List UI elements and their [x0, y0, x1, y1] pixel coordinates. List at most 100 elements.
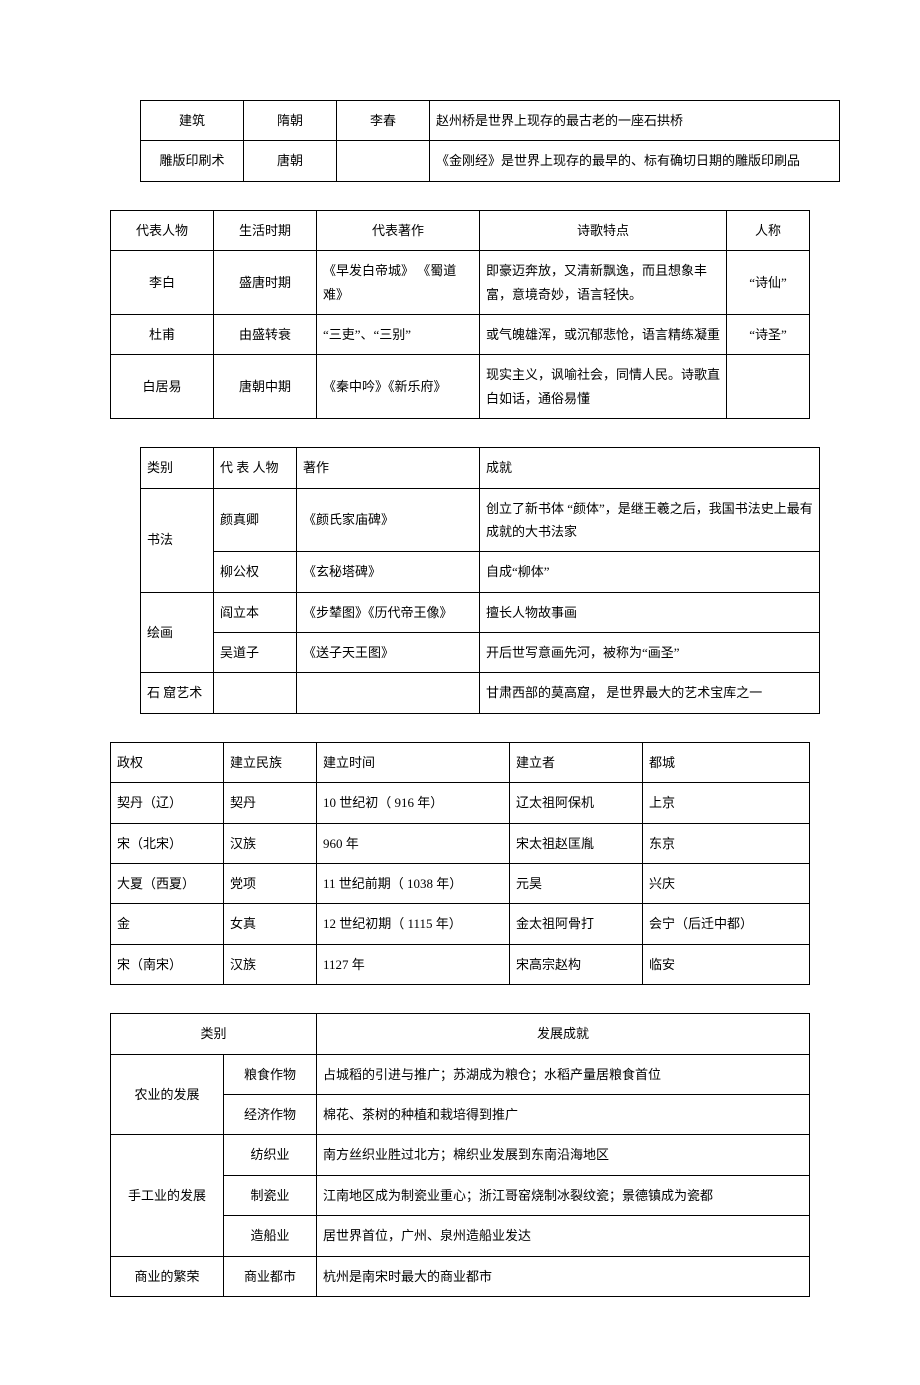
category-cell: 石 窟艺术 — [141, 673, 214, 713]
cell — [337, 141, 430, 181]
cell: 上京 — [643, 783, 810, 823]
category-cell: 绘画 — [141, 592, 214, 673]
cell: 现实主义，讽喻社会，同情人民。诗歌直白如话，通俗易懂 — [480, 355, 727, 419]
cell: 兴庆 — [643, 864, 810, 904]
cell: 宋（北宋） — [111, 823, 224, 863]
cell: 棉花、茶树的种植和栽培得到推广 — [317, 1094, 810, 1134]
cell: 经济作物 — [224, 1094, 317, 1134]
header-cell: 政权 — [111, 742, 224, 782]
table-header-row: 政权 建立民族 建立时间 建立者 都城 — [111, 742, 810, 782]
cell: 商业都市 — [224, 1256, 317, 1296]
cell: 杭州是南宋时最大的商业都市 — [317, 1256, 810, 1296]
table-row: 白居易 唐朝中期 《秦中吟》《新乐府》 现实主义，讽喻社会，同情人民。诗歌直白如… — [111, 355, 810, 419]
category-cell: 手工业的发展 — [111, 1135, 224, 1256]
cell: 阎立本 — [214, 592, 297, 632]
header-cell: 著作 — [297, 448, 480, 488]
table-row: 吴道子 《送子天王图》 开后世写意画先河，被称为“画圣” — [141, 633, 820, 673]
table-row: 手工业的发展 纺织业 南方丝织业胜过北方；棉织业发展到东南沿海地区 — [111, 1135, 810, 1175]
header-cell: 建立时间 — [317, 742, 510, 782]
cell: 自成“柳体” — [480, 552, 820, 592]
header-cell: 发展成就 — [317, 1014, 810, 1054]
cell: 《步辇图》《历代帝王像》 — [297, 592, 480, 632]
header-cell: 都城 — [643, 742, 810, 782]
category-cell: 书法 — [141, 488, 214, 592]
header-cell: 诗歌特点 — [480, 210, 727, 250]
cell: 纺织业 — [224, 1135, 317, 1175]
table-row: 雕版印刷术 唐朝 《金刚经》是世界上现存的最早的、标有确切日期的雕版印刷品 — [141, 141, 840, 181]
cell: 居世界首位，广州、泉州造船业发达 — [317, 1216, 810, 1256]
category-cell: 商业的繁荣 — [111, 1256, 224, 1296]
cell: 唐朝 — [244, 141, 337, 181]
cell: 11 世纪前期（ 1038 年） — [317, 864, 510, 904]
cell: 会宁（后迁中都） — [643, 904, 810, 944]
cell: 辽太祖阿保机 — [510, 783, 643, 823]
cell: 李春 — [337, 101, 430, 141]
table-row: 石 窟艺术 甘肃西部的莫高窟， 是世界最大的艺术宝库之一 — [141, 673, 820, 713]
category-cell: 农业的发展 — [111, 1054, 224, 1135]
table-row: 契丹（辽）契丹10 世纪初（ 916 年）辽太祖阿保机上京 — [111, 783, 810, 823]
cell: 赵州桥是世界上现存的最古老的一座石拱桥 — [430, 101, 840, 141]
table-row: 李白 盛唐时期 《早发白帝城》 《蜀道难》 即豪迈奔放，又清新飘逸，而且想象丰富… — [111, 251, 810, 315]
cell: 江南地区成为制瓷业重心；浙江哥窑烧制冰裂纹瓷；景德镇成为瓷都 — [317, 1175, 810, 1215]
cell: 1127 年 — [317, 944, 510, 984]
cell: 契丹（辽） — [111, 783, 224, 823]
cell: “诗仙” — [727, 251, 810, 315]
cell: 宋太祖赵匡胤 — [510, 823, 643, 863]
cell: 《送子天王图》 — [297, 633, 480, 673]
cell: 宋高宗赵构 — [510, 944, 643, 984]
table-row: 建筑 隋朝 李春 赵州桥是世界上现存的最古老的一座石拱桥 — [141, 101, 840, 141]
cell: 建筑 — [141, 101, 244, 141]
cell: 女真 — [224, 904, 317, 944]
cell: 柳公权 — [214, 552, 297, 592]
cell: 契丹 — [224, 783, 317, 823]
poets-table: 代表人物 生活时期 代表著作 诗歌特点 人称 李白 盛唐时期 《早发白帝城》 《… — [110, 210, 810, 419]
cell: 《秦中吟》《新乐府》 — [317, 355, 480, 419]
cell: 吴道子 — [214, 633, 297, 673]
table-row: 金女真12 世纪初期（ 1115 年）金太祖阿骨打会宁（后迁中都） — [111, 904, 810, 944]
cell: 占城稻的引进与推广；苏湖成为粮仓；水稻产量居粮食首位 — [317, 1054, 810, 1094]
cell: 临安 — [643, 944, 810, 984]
cell: 制瓷业 — [224, 1175, 317, 1215]
cell — [214, 673, 297, 713]
table-row: 宋（北宋）汉族960 年宋太祖赵匡胤东京 — [111, 823, 810, 863]
cell: “三吏”、“三别” — [317, 314, 480, 354]
header-cell: 类别 — [141, 448, 214, 488]
header-cell: 代 表 人物 — [214, 448, 297, 488]
cell: 盛唐时期 — [214, 251, 317, 315]
cell: 《玄秘塔碑》 — [297, 552, 480, 592]
cell: 隋朝 — [244, 101, 337, 141]
cell: “诗圣” — [727, 314, 810, 354]
cell: 元昊 — [510, 864, 643, 904]
table-row: 书法 颜真卿 《颜氏家庙碑》 创立了新书体 “颜体”，是继王羲之后，我国书法史上… — [141, 488, 820, 552]
header-cell: 人称 — [727, 210, 810, 250]
cell: 开后世写意画先河，被称为“画圣” — [480, 633, 820, 673]
cell: 创立了新书体 “颜体”，是继王羲之后，我国书法史上最有成就的大书法家 — [480, 488, 820, 552]
table-row: 大夏（西夏）党项11 世纪前期（ 1038 年）元昊兴庆 — [111, 864, 810, 904]
table-header-row: 类别 发展成就 — [111, 1014, 810, 1054]
cell: 雕版印刷术 — [141, 141, 244, 181]
arts-table: 类别 代 表 人物 著作 成就 书法 颜真卿 《颜氏家庙碑》 创立了新书体 “颜… — [140, 447, 820, 714]
table-row: 商业的繁荣 商业都市 杭州是南宋时最大的商业都市 — [111, 1256, 810, 1296]
economy-table: 类别 发展成就 农业的发展 粮食作物 占城稻的引进与推广；苏湖成为粮仓；水稻产量… — [110, 1013, 810, 1297]
cell: 10 世纪初（ 916 年） — [317, 783, 510, 823]
table-header-row: 代表人物 生活时期 代表著作 诗歌特点 人称 — [111, 210, 810, 250]
table-row: 柳公权 《玄秘塔碑》 自成“柳体” — [141, 552, 820, 592]
cell — [727, 355, 810, 419]
cell: 960 年 — [317, 823, 510, 863]
table-row: 宋（南宋）汉族1127 年宋高宗赵构临安 — [111, 944, 810, 984]
cell: 造船业 — [224, 1216, 317, 1256]
tech-table: 建筑 隋朝 李春 赵州桥是世界上现存的最古老的一座石拱桥 雕版印刷术 唐朝 《金… — [140, 100, 840, 182]
cell: 党项 — [224, 864, 317, 904]
cell: 唐朝中期 — [214, 355, 317, 419]
cell: 《金刚经》是世界上现存的最早的、标有确切日期的雕版印刷品 — [430, 141, 840, 181]
cell: 或气魄雄浑，或沉郁悲怆，语言精练凝重 — [480, 314, 727, 354]
header-cell: 建立民族 — [224, 742, 317, 782]
table-row: 农业的发展 粮食作物 占城稻的引进与推广；苏湖成为粮仓；水稻产量居粮食首位 — [111, 1054, 810, 1094]
cell: 大夏（西夏） — [111, 864, 224, 904]
cell: 李白 — [111, 251, 214, 315]
cell: 《颜氏家庙碑》 — [297, 488, 480, 552]
cell: 东京 — [643, 823, 810, 863]
cell: 甘肃西部的莫高窟， 是世界最大的艺术宝库之一 — [480, 673, 820, 713]
cell: 杜甫 — [111, 314, 214, 354]
cell — [297, 673, 480, 713]
